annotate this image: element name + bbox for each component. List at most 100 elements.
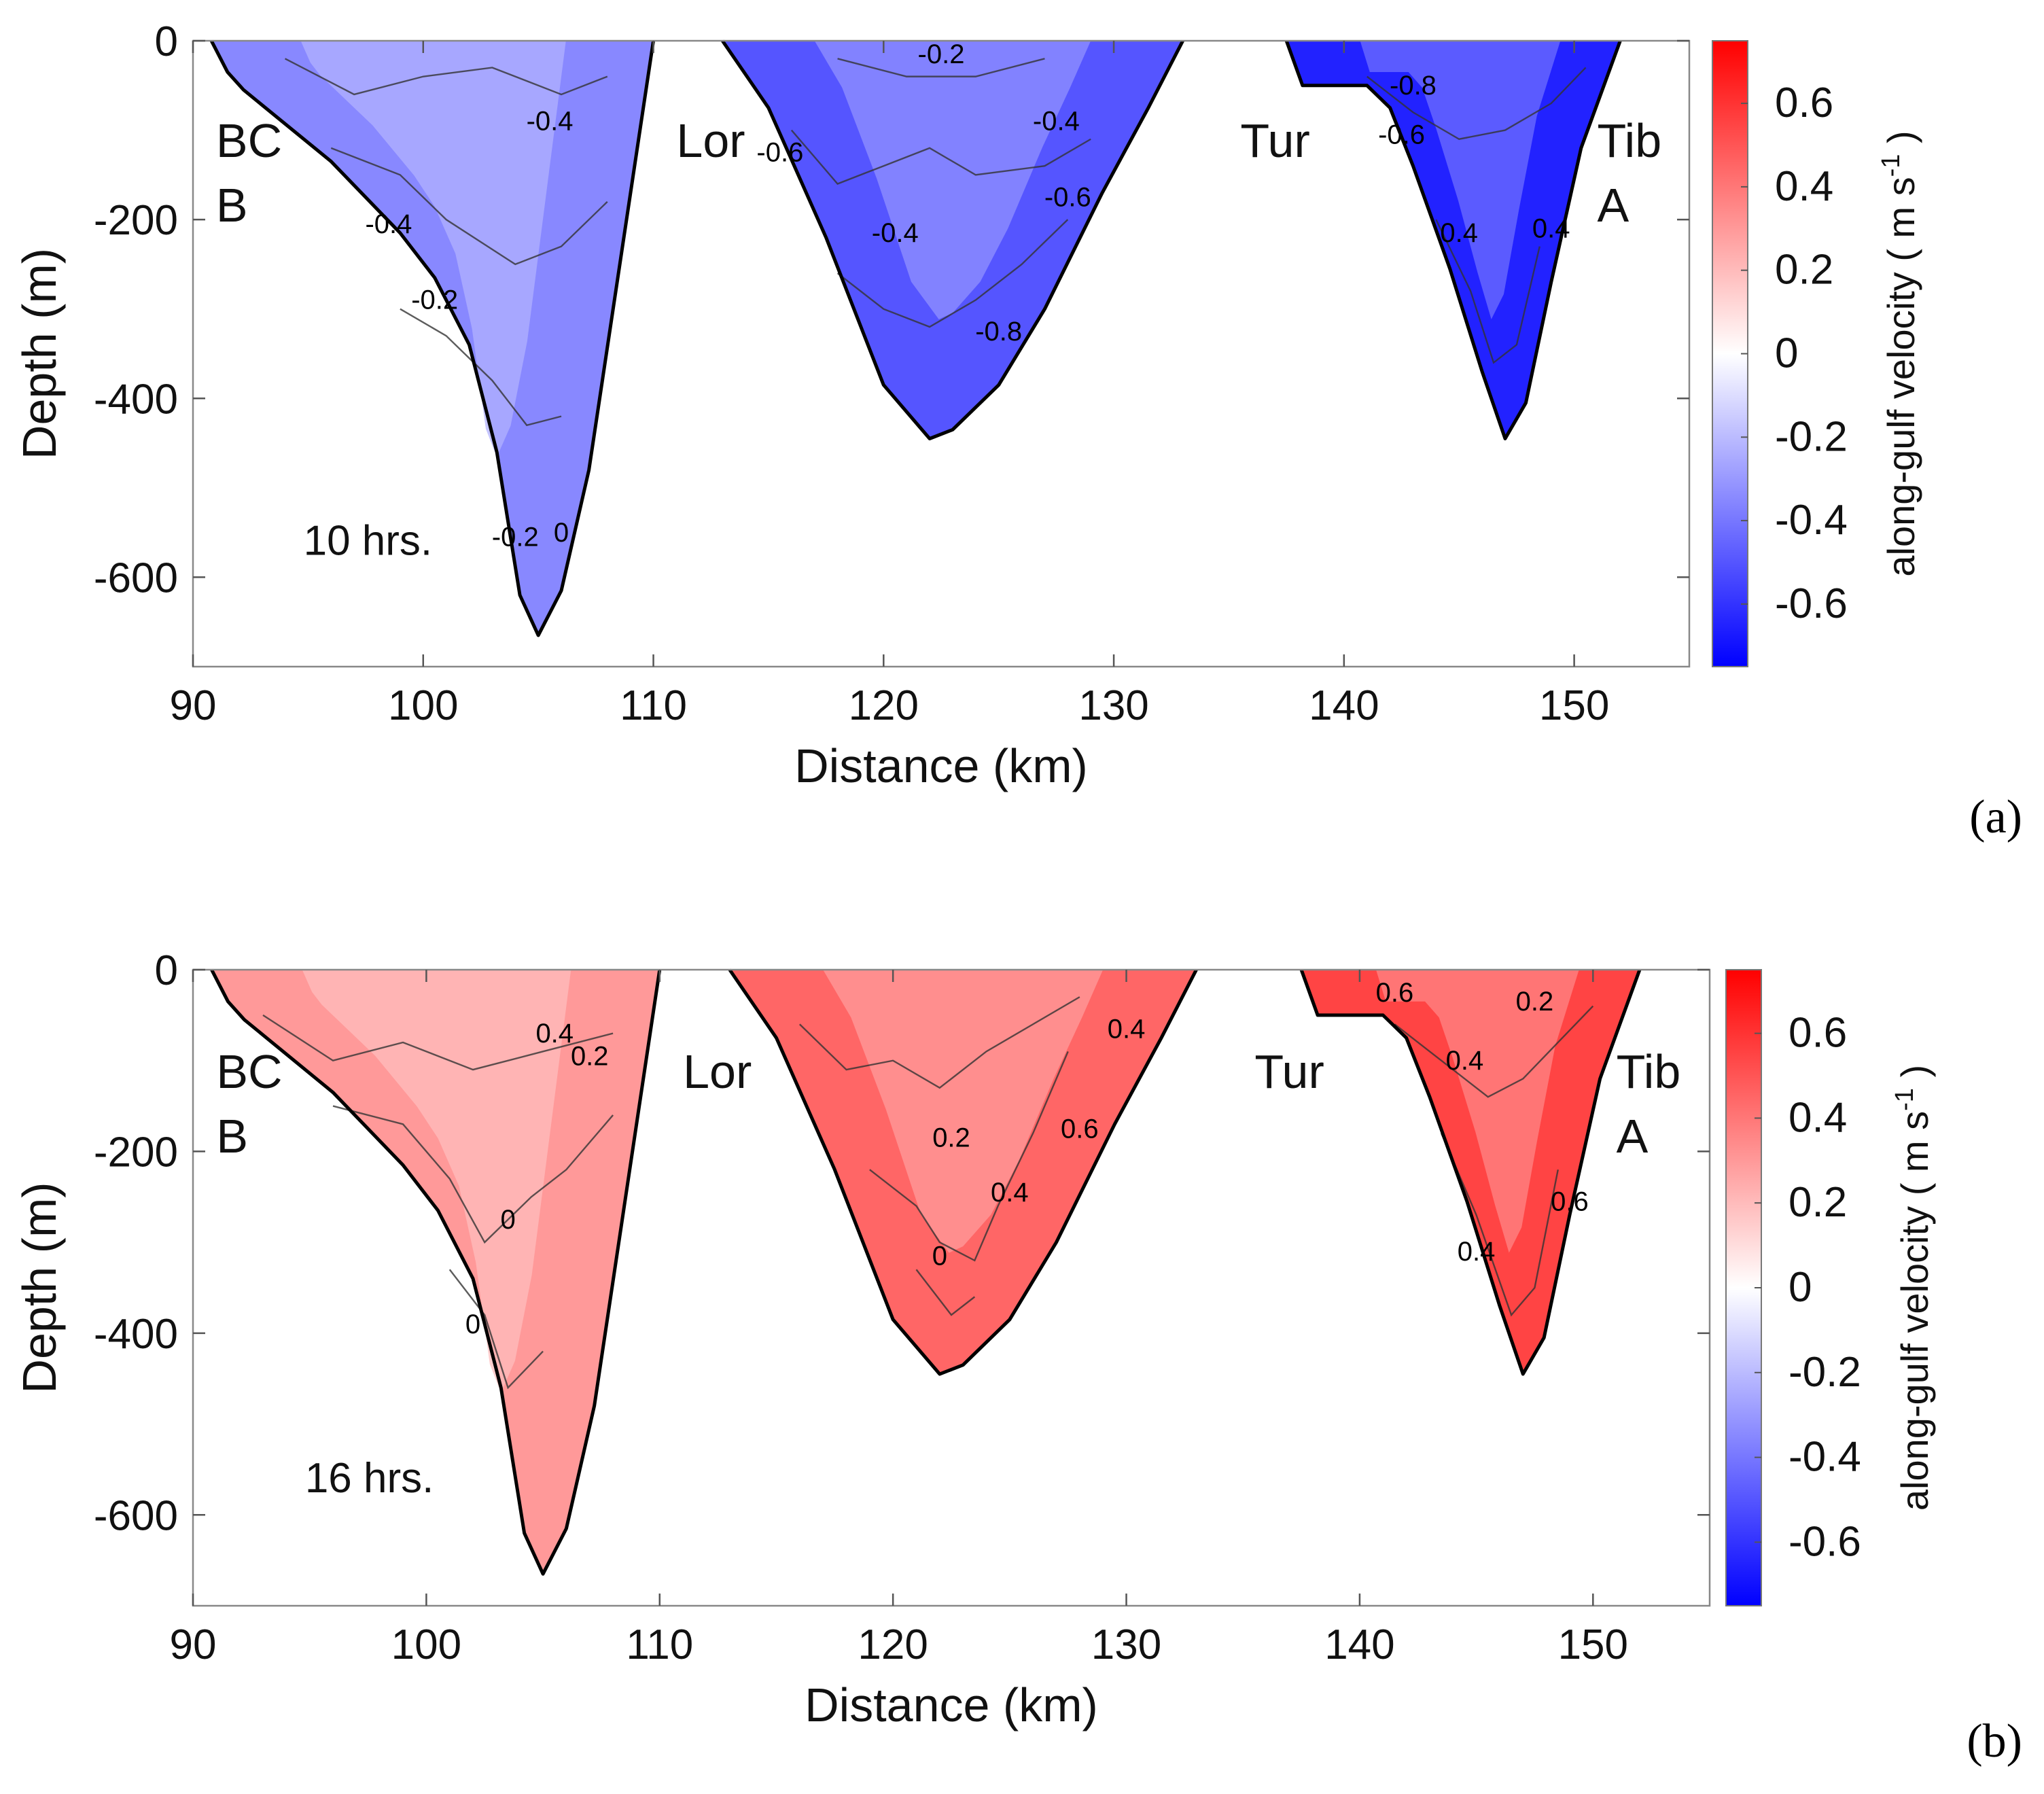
contour-line [869, 1051, 1069, 1262]
region-label-line1: BC [216, 1045, 282, 1098]
contour-line [790, 129, 1091, 185]
colorbar-tick-label: -0.6 [1775, 580, 1848, 627]
panel-label: (a) [1969, 791, 2022, 843]
colorbar-tick-label: 0.4 [1788, 1094, 1847, 1141]
axes-frame [192, 39, 1691, 668]
colorbar-tick-label: 0.2 [1788, 1179, 1847, 1226]
colorbar-label: along-gulf velocity ( m s-1 ) [1877, 130, 1922, 576]
channel-core-0 [300, 41, 566, 457]
contour-line [284, 58, 608, 96]
contour-line [1394, 1005, 1594, 1098]
colorbar-tick-label: -0.6 [1788, 1518, 1861, 1565]
contour-line [1441, 1133, 1559, 1317]
contour-label: 0.2 [571, 1041, 609, 1071]
contour-line [330, 147, 608, 266]
colorbar-label-end: ) [1880, 130, 1922, 154]
region-label-line1: BC [216, 114, 282, 167]
region-label-line1: Lor [676, 114, 745, 167]
contour-label: -0.6 [1378, 120, 1425, 150]
axes-frame [192, 968, 1711, 1607]
contour-label: 0.4 [1446, 1046, 1484, 1076]
y-tick-label: 0 [155, 947, 178, 994]
contour-label: -0.2 [492, 522, 539, 552]
contour-label: 0.4 [991, 1178, 1029, 1208]
x-tick-label: 120 [849, 682, 919, 729]
colorbar-tick-label: -0.4 [1788, 1434, 1861, 1481]
contour-label: 0.4 [1458, 1237, 1496, 1267]
x-axis-label: Distance (km) [794, 739, 1088, 792]
y-tick-label: -400 [94, 376, 178, 423]
x-tick-label: 110 [620, 682, 687, 729]
x-tick-label: 150 [1539, 682, 1609, 729]
colorbar-label-end: ) [1893, 1065, 1936, 1088]
x-tick-label: 140 [1324, 1621, 1394, 1668]
contour-label: 0 [500, 1205, 515, 1235]
channel-core-1 [814, 41, 1091, 319]
time-label: 16 hrs. [305, 1455, 434, 1502]
x-axis-label: Distance (km) [805, 1678, 1098, 1731]
contour-label: -0.4 [1033, 107, 1080, 137]
contour-label: 0.6 [1551, 1186, 1589, 1216]
contour-line [262, 1014, 614, 1071]
contour-line [836, 219, 1069, 328]
contour-label: 0.4 [1108, 1014, 1146, 1044]
x-tick-label: 150 [1558, 1621, 1628, 1668]
y-tick-label: 0 [155, 18, 178, 65]
contour-label: 0 [932, 1242, 947, 1271]
channel-core-2 [1375, 970, 1579, 1253]
region-label-line1: Tur [1240, 114, 1309, 167]
y-tick-label: -400 [94, 1311, 178, 1358]
region-label-line2: A [1597, 179, 1629, 232]
colorbar-tick-label: -0.2 [1775, 413, 1848, 460]
y-axis-label: Depth (m) [13, 1182, 66, 1393]
channel-core-0 [302, 970, 571, 1393]
time-label: 10 hrs. [304, 518, 433, 565]
contour-line [448, 1269, 544, 1390]
region-label-line1: Tib [1597, 114, 1661, 167]
channel-core-2 [1360, 41, 1561, 319]
panel-a: 90 100 110 120 130 140 150 0 -200 -400 -600 Distanc… [13, 18, 2022, 843]
panel-label: (b) [1967, 1715, 2022, 1767]
contour-line [837, 58, 1045, 77]
panel-b: 90 100 110 120 130 140 150 0 -200 -400 -600 Distanc… [13, 947, 2022, 1767]
colorbar-tick-label: 0.6 [1775, 80, 1833, 126]
x-tick-label: 100 [391, 1621, 461, 1668]
colorbar-label: along-gulf velocity ( m s-1 ) [1890, 1065, 1936, 1511]
contour-label: 0.2 [1516, 987, 1554, 1017]
region-label-line2: B [216, 179, 248, 232]
x-tick-label: 100 [388, 682, 458, 729]
contour-label: 0.6 [1376, 978, 1414, 1008]
contour-label: 0.4 [1440, 218, 1478, 248]
contour-line [1435, 219, 1540, 364]
x-tick-label: 110 [626, 1621, 693, 1668]
bathymetry-outline [1299, 969, 1642, 1376]
channel-fill-2 [1286, 41, 1621, 439]
y-tick-label: -600 [94, 1492, 178, 1539]
contour-label: -0.8 [975, 317, 1022, 347]
contour-line [332, 1105, 614, 1244]
contour-label: -0.4 [365, 209, 412, 239]
colorbar-tick-label: -0.4 [1775, 497, 1848, 544]
contour-line [400, 308, 562, 427]
region-label-line2: B [216, 1110, 248, 1163]
channel-core-1 [823, 970, 1104, 1253]
contour-label: -0.4 [872, 218, 919, 248]
bathymetry-outline [209, 39, 656, 637]
contour-label: -0.4 [527, 107, 574, 137]
contour-label: 0.4 [535, 1019, 574, 1049]
x-tick-label: 130 [1091, 1621, 1161, 1668]
colorbar-tick-label: 0 [1788, 1264, 1812, 1311]
bathymetry-outline [728, 968, 1198, 1376]
bathymetry-outline [721, 39, 1184, 440]
y-tick-label: -200 [94, 1129, 178, 1176]
region-label-line1: Lor [683, 1045, 752, 1098]
y-tick-label: -600 [94, 555, 178, 601]
x-tick-label: 140 [1309, 682, 1379, 729]
contour-label: -0.8 [1390, 71, 1437, 101]
contour-line [1366, 67, 1587, 140]
contour-label: 0 [554, 518, 569, 548]
x-tick-label: 90 [170, 1621, 217, 1668]
contour-line [915, 1269, 976, 1316]
region-label-line1: Tur [1254, 1045, 1324, 1098]
